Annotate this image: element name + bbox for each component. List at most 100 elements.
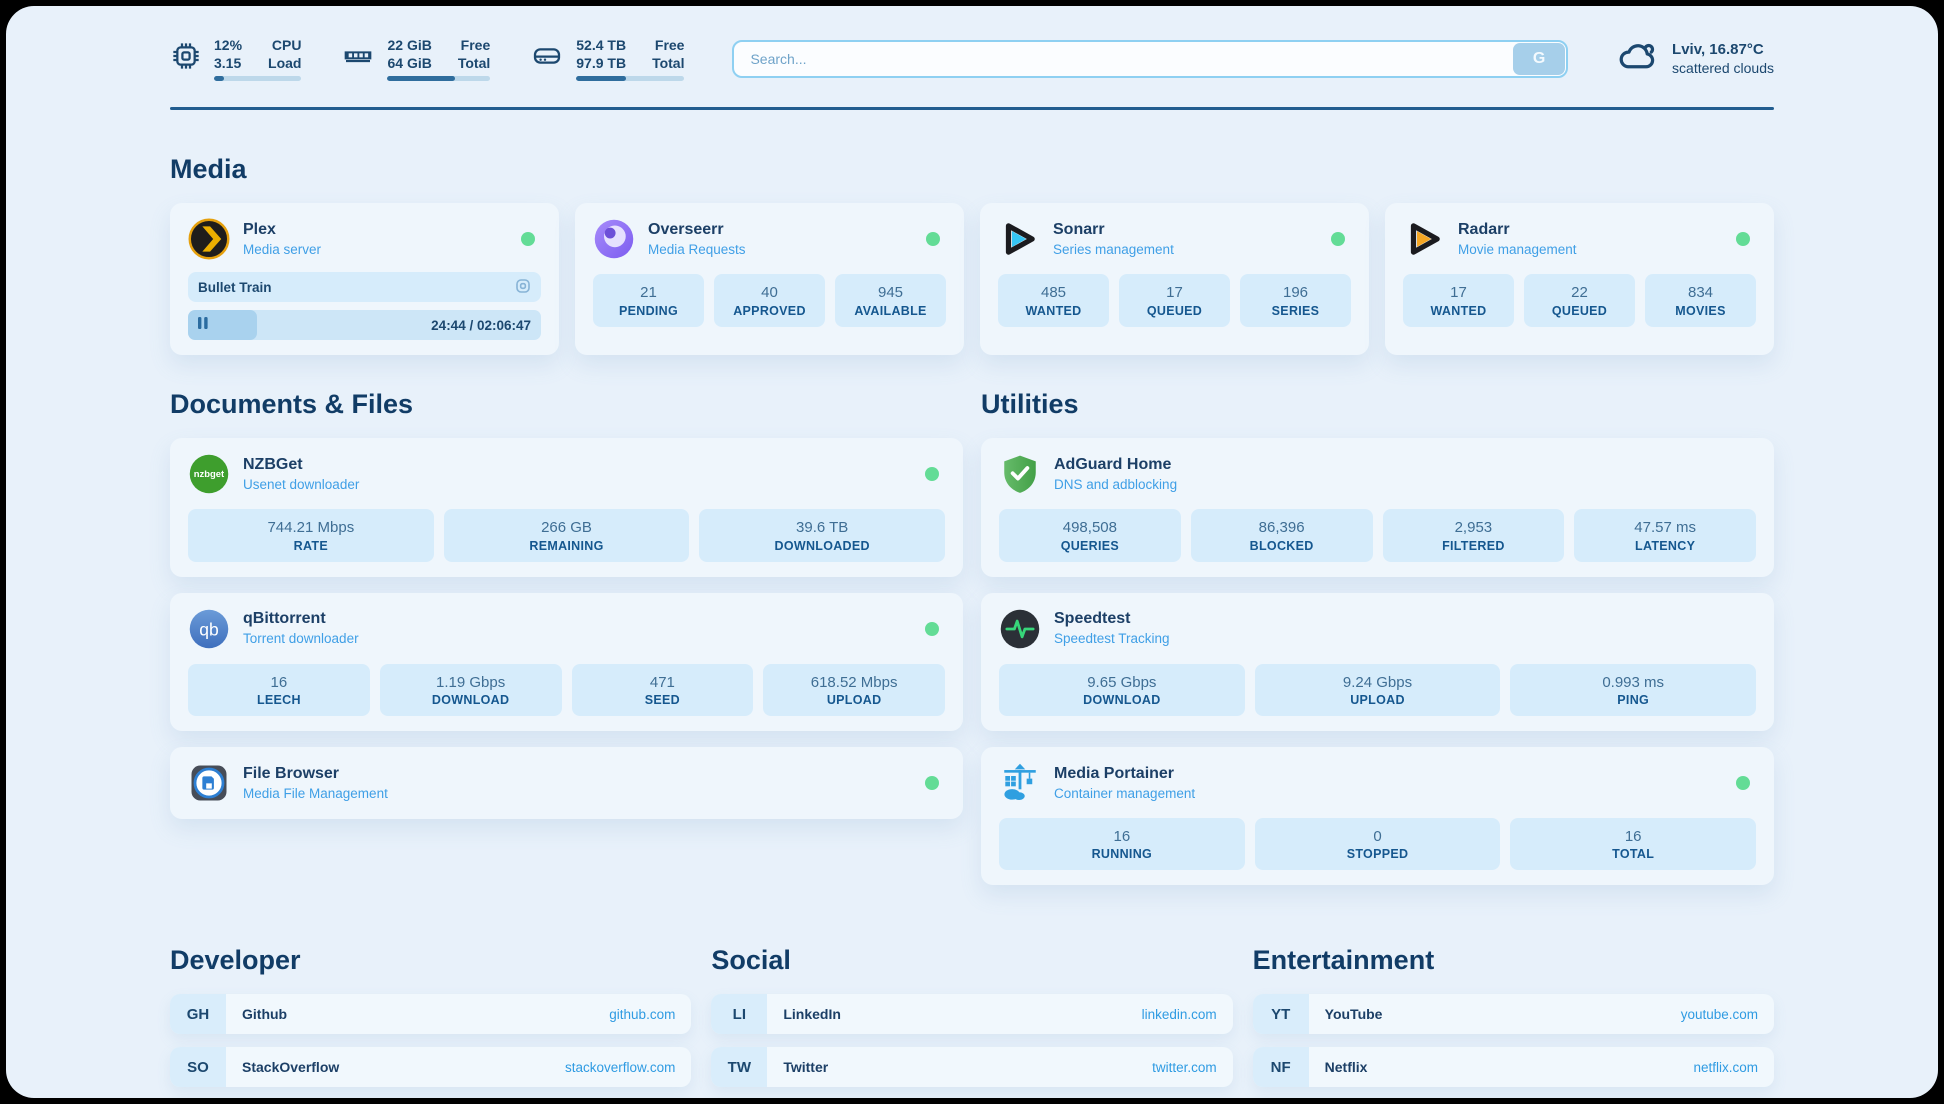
media-grid: Plex Media server Bullet Train [170, 203, 1774, 356]
section-title-developer: Developer [170, 945, 301, 976]
plex-icon [188, 218, 230, 260]
radarr-name: Radarr [1458, 221, 1510, 239]
adguard-stat-blocked: 86,396 BLOCKED [1190, 509, 1373, 562]
radarr-app-tile[interactable]: Radarr Movie management [1403, 218, 1756, 260]
search-engine-button[interactable]: G [1513, 42, 1566, 75]
bookmark-twitter-url[interactable]: twitter.com [1152, 1059, 1217, 1075]
sonarr-card: Sonarr Series management 485 WANTED 17 Q… [980, 203, 1369, 356]
memory-values: 22 GiB 64 GiB [387, 37, 432, 72]
bookmark-twitter[interactable]: TW Twitter twitter.com [711, 1047, 1233, 1088]
overseerr-card: Overseerr Media Requests 21 PENDING 40 A… [575, 203, 964, 356]
plex-subtitle: Media server [243, 242, 322, 257]
ram-icon [341, 40, 375, 77]
bookmark-github-url[interactable]: github.com [609, 1006, 676, 1022]
bookmark-github[interactable]: GH Github github.com [170, 994, 692, 1035]
overseerr-subtitle: Media Requests [648, 242, 746, 257]
bookmark-stackoverflow-badge: SO [170, 1047, 226, 1088]
disk-progress-bar [576, 76, 685, 82]
nzbget-stat-downloaded: 39.6 TB DOWNLOADED [699, 509, 946, 562]
adguard-app-tile[interactable]: AdGuard Home DNS and adblocking [999, 453, 1756, 495]
bookmark-github-name: Github [242, 1006, 288, 1023]
cpu-widget: 12% 3.15 CPU Load [170, 36, 302, 82]
radarr-status-dot [1736, 232, 1750, 247]
bookmark-youtube-url[interactable]: youtube.com [1680, 1006, 1758, 1022]
portainer-app-tile[interactable]: Media Portainer Container management [999, 762, 1756, 804]
adguard-subtitle: DNS and adblocking [1054, 477, 1178, 492]
radarr-stat-movies: 834 MOVIES [1645, 274, 1756, 327]
bookmark-stackoverflow-name: StackOverflow [242, 1059, 340, 1076]
speedtest-card: Speedtest Speedtest Tracking 9.65 Gbps D… [981, 592, 1774, 731]
portainer-stat-running: 16 RUNNING [999, 817, 1245, 871]
section-title-entertainment: Entertainment [1252, 945, 1435, 976]
speedtest-stat-download: 9.65 Gbps DOWNLOAD [999, 663, 1245, 716]
sonarr-stat-queued: 17 QUEUED [1119, 274, 1230, 327]
bookmark-stackoverflow-url[interactable]: stackoverflow.com [565, 1059, 676, 1075]
plex-playback-progress[interactable]: 24:44 / 02:06:47 [188, 310, 541, 341]
speedtest-app-tile[interactable]: Speedtest Speedtest Tracking [999, 608, 1756, 650]
bookmark-youtube-name: YouTube [1324, 1006, 1383, 1023]
filebrowser-status-dot [925, 775, 939, 790]
svg-text:qb: qb [199, 619, 218, 639]
weather-location-temp: Lviv, 16.87°C [1672, 40, 1764, 58]
filebrowser-subtitle: Media File Management [243, 785, 388, 801]
cpu-values: 12% 3.15 [214, 37, 243, 72]
search-bar: G [732, 39, 1569, 78]
cpu-progress-bar [214, 76, 302, 82]
bookmark-linkedin-url[interactable]: linkedin.com [1141, 1006, 1217, 1022]
plex-card: Plex Media server Bullet Train [170, 203, 559, 356]
adguard-icon [999, 453, 1041, 495]
speedtest-icon [999, 608, 1041, 650]
speedtest-stat-upload: 9.24 Gbps UPLOAD [1254, 663, 1501, 716]
speedtest-subtitle: Speedtest Tracking [1054, 631, 1170, 647]
nzbget-subtitle: Usenet downloader [243, 477, 360, 492]
qbittorrent-subtitle: Torrent downloader [243, 631, 359, 647]
bookmark-linkedin[interactable]: LI LinkedIn linkedin.com [711, 994, 1233, 1035]
overseerr-stat-available: 945 AVAILABLE [835, 274, 946, 327]
section-title-social: Social [711, 945, 791, 976]
portainer-stat-total: 16 TOTAL [1510, 817, 1757, 871]
overseerr-app-tile[interactable]: Overseerr Media Requests [593, 218, 946, 260]
filebrowser-app-tile[interactable]: File Browser Media File Management [188, 762, 945, 804]
qbittorrent-stat-seed: 471 SEED [571, 663, 754, 716]
top-bar: 12% 3.15 CPU Load [6, 6, 1938, 82]
pause-icon[interactable] [197, 316, 209, 335]
overseerr-status-dot [926, 232, 940, 247]
portainer-status-dot [1736, 775, 1750, 790]
search-input[interactable] [732, 39, 1569, 78]
section-title-documents: Documents & Files [170, 389, 414, 420]
bookmark-github-badge: GH [170, 994, 226, 1035]
bookmark-netflix-url[interactable]: netflix.com [1693, 1059, 1758, 1075]
weather-condition: scattered clouds [1672, 60, 1774, 77]
bookmark-stackoverflow[interactable]: SO StackOverflow stackoverflow.com [170, 1047, 692, 1088]
sonarr-app-tile[interactable]: Sonarr Series management [998, 218, 1351, 260]
nzbget-stat-rate: 744.21 Mbps RATE [188, 509, 434, 562]
bookmarks-developer: Developer GH Github github.com SO StackO… [170, 945, 692, 1098]
memory-widget: 22 GiB 64 GiB Free Total [341, 36, 491, 82]
nzbget-icon: nzbget [188, 453, 230, 495]
section-title-media: Media [170, 154, 247, 185]
qbittorrent-name: qBittorrent [243, 610, 326, 628]
qbittorrent-stat-upload: 618.52 Mbps UPLOAD [763, 663, 945, 716]
qbittorrent-app-tile[interactable]: qb qBittorrent Torrent downloader [188, 608, 945, 650]
plex-app-tile[interactable]: Plex Media server [188, 218, 541, 260]
bookmarks-entertainment: Entertainment YT YouTube youtube.com NF … [1252, 945, 1774, 1098]
nzbget-stat-remaining: 266 GB REMAINING [443, 509, 690, 562]
nzbget-app-tile[interactable]: nzbget NZBGet Usenet downloader [188, 453, 945, 495]
sonarr-status-dot [1331, 232, 1345, 247]
system-stats-group: 12% 3.15 CPU Load [170, 36, 685, 82]
bookmark-youtube[interactable]: YT YouTube youtube.com [1252, 994, 1774, 1035]
plex-status-dot [521, 232, 535, 247]
section-title-utilities: Utilities [981, 389, 1079, 420]
bookmark-netflix[interactable]: NF Netflix netflix.com [1252, 1047, 1774, 1088]
disk-values: 52.4 TB 97.9 TB [576, 37, 627, 72]
bookmark-netflix-name: Netflix [1324, 1059, 1368, 1076]
portainer-name: Media Portainer [1054, 764, 1175, 782]
qbittorrent-stat-download: 1.19 Gbps DOWNLOAD [379, 663, 562, 716]
radarr-card: Radarr Movie management 17 WANTED 22 QUE… [1385, 203, 1774, 356]
nzbget-name: NZBGet [243, 456, 303, 474]
adguard-stat-filtered: 2,953 FILTERED [1382, 509, 1565, 562]
radarr-subtitle: Movie management [1458, 242, 1577, 257]
bookmark-linkedin-badge: LI [711, 994, 768, 1035]
bookmark-linkedin-name: LinkedIn [783, 1006, 841, 1023]
dashboard-page: 12% 3.15 CPU Load [6, 6, 1938, 1098]
